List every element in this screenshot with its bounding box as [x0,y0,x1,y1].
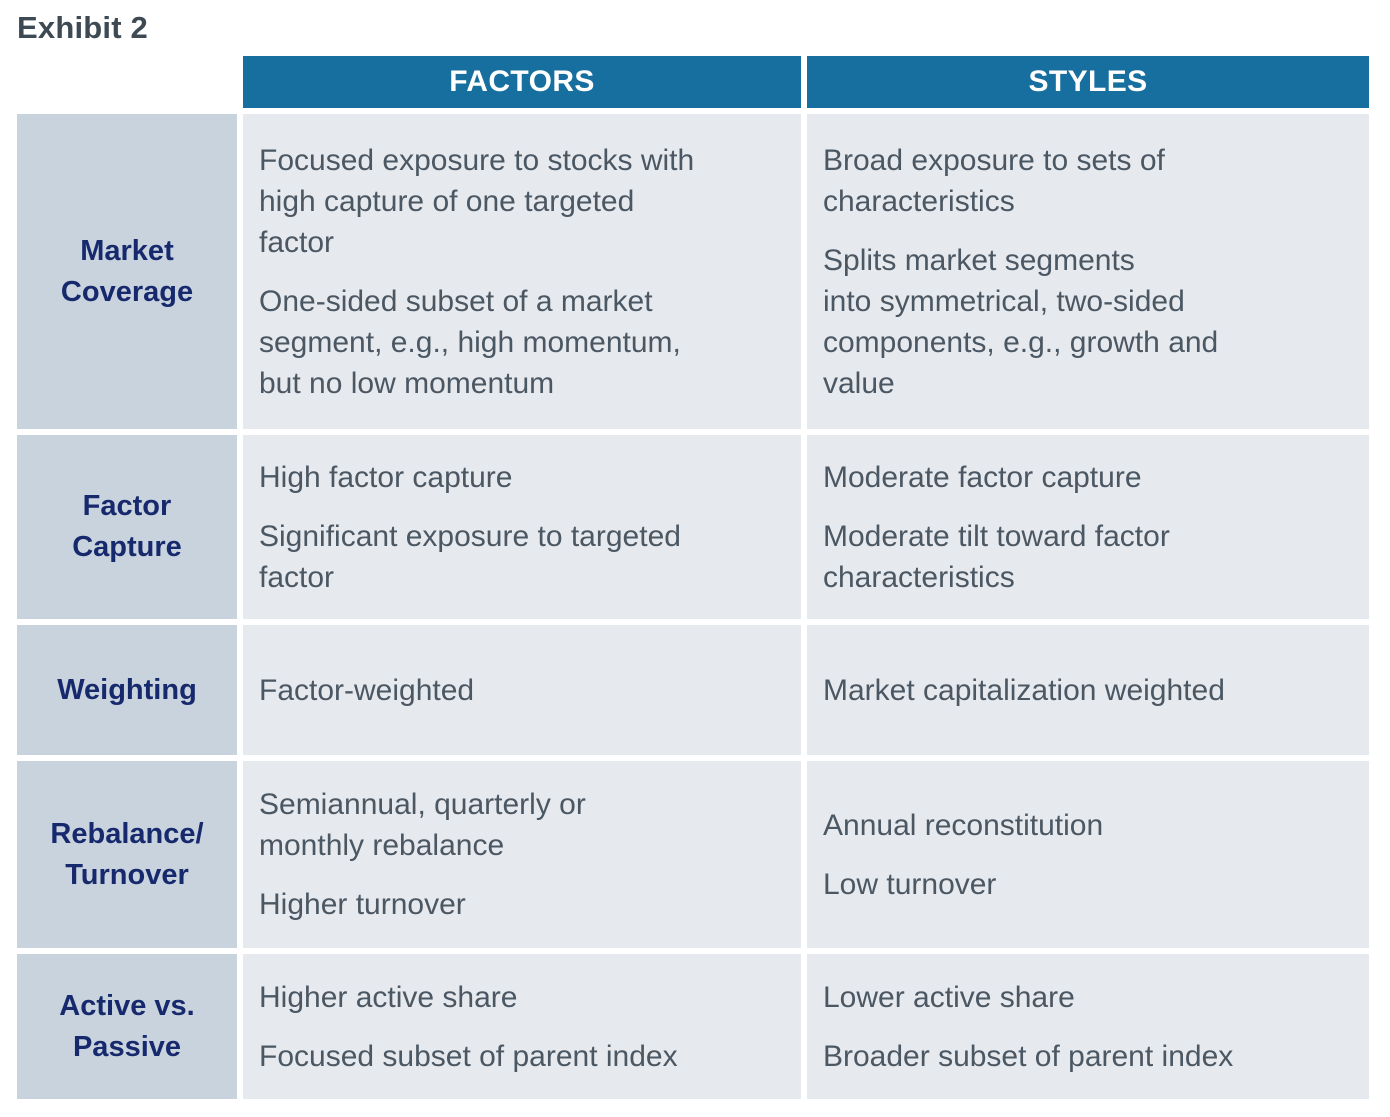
comparison-table: FACTORS STYLES Market Coverage Focused ex… [17,56,1369,1099]
cell-paragraph: Market capitalization weighted [823,673,1225,707]
cell-factor-capture-styles: Moderate factor capture Moderate tilt tow… [807,435,1369,619]
cell-weighting-styles: Market capitalization weighted [807,625,1369,755]
row-header-market-coverage: Market Coverage [17,114,237,429]
cell-paragraph: High factor capture [259,460,513,494]
cell-paragraph: Focused exposure to stocks with high cap… [259,143,695,259]
cell-paragraph: Moderate tilt toward factor characterist… [823,519,1170,594]
cell-paragraph: Semiannual, quarterly or monthly rebalan… [259,788,586,862]
cell-market-coverage-factors: Focused exposure to stocks with high cap… [243,114,801,429]
row-header-active-vs-passive: Active vs. Passive [17,954,237,1099]
cell-paragraph: Annual reconstitution [823,808,1104,842]
cell-rebalance-turnover-factors: Semiannual, quarterly or monthly rebalan… [243,761,801,948]
cell-paragraph: Factor-weighted [259,673,475,707]
column-header-styles: STYLES [807,56,1369,108]
cell-paragraph: Lower active share [823,980,1075,1014]
cell-paragraph: Higher turnover [259,888,466,921]
cell-paragraph: One-sided subset of a market segment, e.… [259,284,681,400]
column-header-factors: FACTORS [243,56,801,108]
cell-factor-capture-factors: High factor capture Significant exposure … [243,435,801,619]
row-header-factor-capture: Factor Capture [17,435,237,619]
corner-spacer [17,56,237,108]
cell-paragraph: Higher active share [259,980,518,1014]
cell-active-vs-passive-factors: Higher active share Focused subset of par… [243,954,801,1099]
cell-paragraph: Broad exposure to sets of characteristic… [823,143,1165,218]
cell-paragraph: Moderate factor capture [823,460,1142,494]
row-header-weighting: Weighting [17,625,237,755]
cell-paragraph: Broader subset of parent index [823,1039,1234,1073]
cell-weighting-factors: Factor-weighted [243,625,801,755]
cell-active-vs-passive-styles: Lower active share Broader subset of pare… [807,954,1369,1099]
cell-paragraph: Focused subset of parent index [259,1039,678,1073]
cell-rebalance-turnover-styles: Annual reconstitution Low turnover [807,761,1369,948]
row-header-rebalance-turnover: Rebalance/ Turnover [17,761,237,948]
cell-paragraph: Significant exposure to targeted factor [259,519,681,594]
cell-paragraph: Splits market segments into symmetrical,… [823,243,1219,400]
cell-market-coverage-styles: Broad exposure to sets of characteristic… [807,114,1369,429]
exhibit-title: Exhibit 2 [17,10,148,45]
cell-paragraph: Low turnover [823,867,997,901]
